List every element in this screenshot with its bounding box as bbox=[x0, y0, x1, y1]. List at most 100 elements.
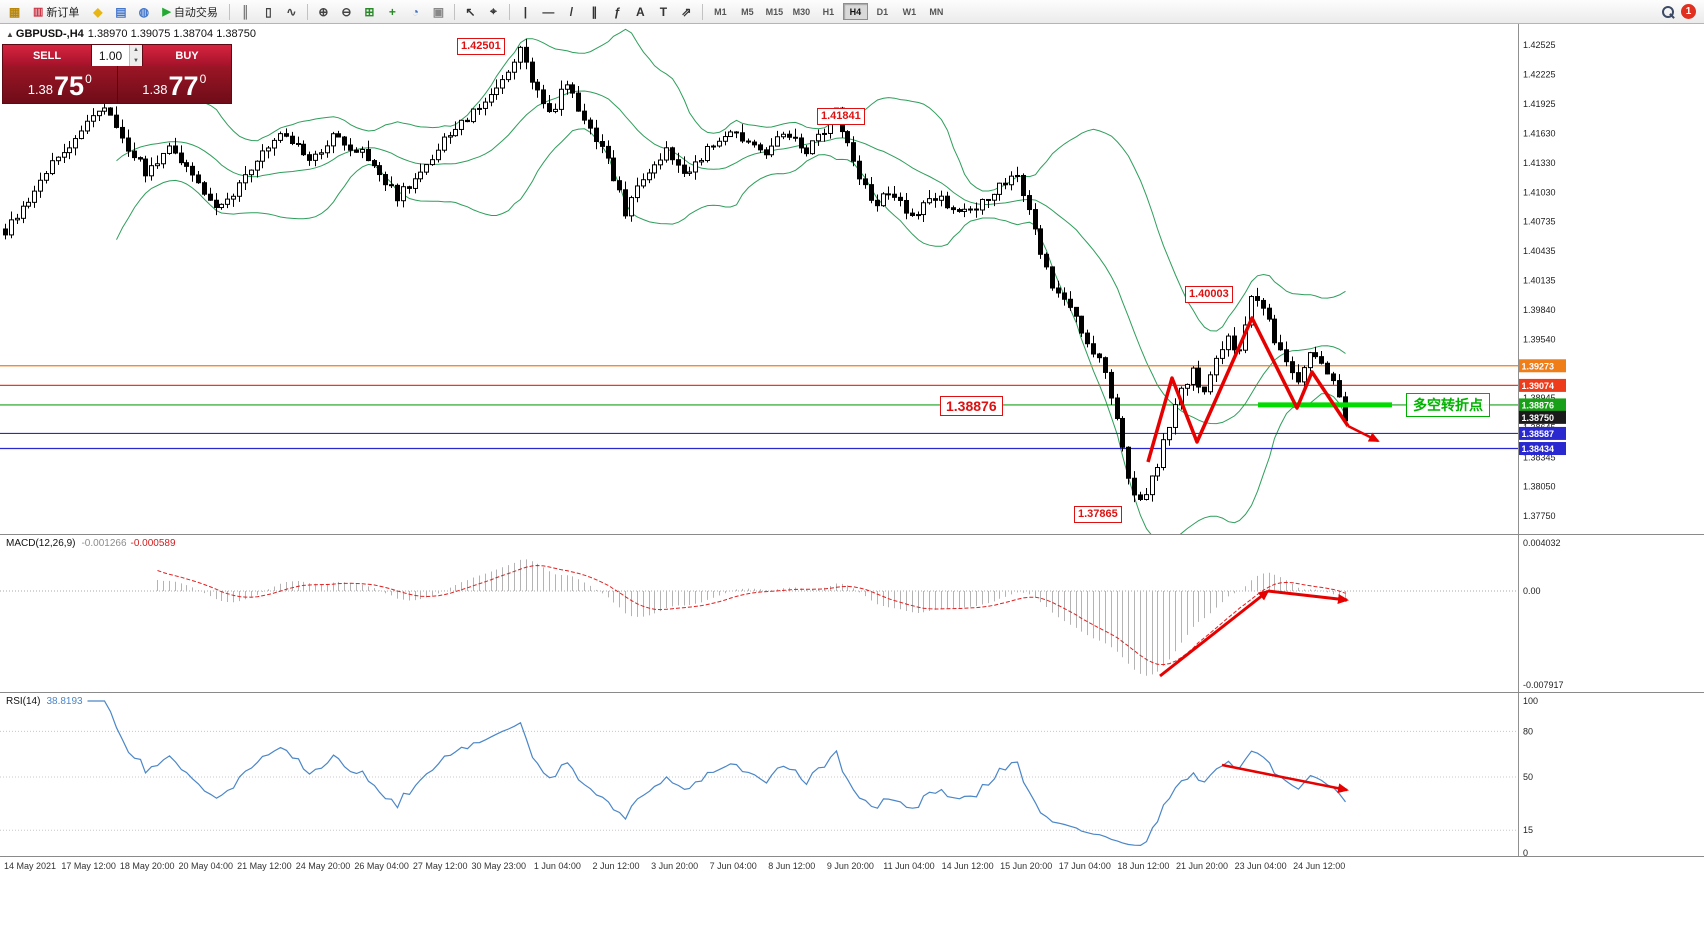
rsi-label: RSI(14) 38.8193 bbox=[6, 696, 83, 707]
timeframe-mn[interactable]: MN bbox=[929, 6, 944, 17]
timeframe-d1[interactable]: D1 bbox=[876, 6, 889, 17]
fibonacci-icon[interactable]: ƒ bbox=[607, 2, 628, 21]
price-callout: 1.38876 bbox=[940, 396, 1003, 416]
line-chart-icon: ∿ bbox=[286, 4, 297, 19]
time-label: 17 May 12:00 bbox=[61, 861, 116, 871]
market-watch-icon[interactable]: ▤ bbox=[110, 2, 131, 21]
svg-text:1.40435: 1.40435 bbox=[1523, 246, 1556, 256]
fibonacci-icon: ƒ bbox=[614, 4, 621, 19]
periods-icon[interactable]: ◔ bbox=[405, 2, 426, 21]
svg-text:100: 100 bbox=[1523, 696, 1538, 706]
one-click-trading-panel: SELL 1.00 ▲ ▼ BUY 1.38 75 0 1.38 bbox=[2, 44, 232, 104]
time-label: 14 Jun 12:00 bbox=[941, 861, 994, 871]
time-label: 8 Jun 12:00 bbox=[768, 861, 816, 871]
macd-label: MACD(12,26,9) -0.001266 -0.000589 bbox=[6, 538, 176, 549]
buy-price[interactable]: 1.38 77 0 bbox=[118, 66, 232, 103]
volume-down-button[interactable]: ▼ bbox=[130, 55, 142, 66]
svg-text:1.37750: 1.37750 bbox=[1523, 511, 1556, 521]
svg-text:0: 0 bbox=[1523, 848, 1528, 857]
timeframe-m5[interactable]: M5 bbox=[741, 6, 754, 17]
svg-text:50: 50 bbox=[1523, 772, 1533, 782]
timeframe-h1[interactable]: H1 bbox=[822, 6, 835, 17]
new-chart-icon[interactable]: ▦ bbox=[4, 2, 25, 21]
crosshair-icon: ⌖ bbox=[489, 4, 497, 18]
toolbar-separator bbox=[228, 3, 230, 20]
timeframe-h4[interactable]: H4 bbox=[842, 3, 868, 20]
time-label: 9 Jun 20:00 bbox=[826, 861, 874, 871]
zoom-in-icon: ⊕ bbox=[318, 4, 329, 19]
mql5-community-icon[interactable]: ◆ bbox=[87, 2, 108, 21]
autotrading-button-label: 自动交易 bbox=[173, 6, 218, 19]
price-chart-canvas[interactable]: 1.42525 1.42225 1.41925 1.41630 1.41330 1.410… bbox=[0, 24, 1704, 534]
cursor-icon[interactable]: ↖ bbox=[460, 2, 481, 21]
zoom-in-icon[interactable]: ⊕ bbox=[313, 2, 334, 21]
autotrading-button[interactable]: ▶ 自动交易 bbox=[156, 2, 223, 21]
rsi-chart-canvas[interactable]: 100 80 50 15 0 bbox=[0, 693, 1704, 857]
sell-button-label: SELL bbox=[32, 49, 62, 62]
symbol-header: ▲ GBPUSD-,H4 1.38970 1.39075 1.38704 1.387… bbox=[6, 28, 256, 40]
time-label: 30 May 23:00 bbox=[471, 861, 527, 871]
timeframe-w1[interactable]: W1 bbox=[902, 6, 917, 17]
time-label: 24 Jun 12:00 bbox=[1293, 861, 1346, 871]
svg-text:1.41925: 1.41925 bbox=[1523, 99, 1556, 109]
buy-price-small: 1.38 bbox=[142, 82, 168, 97]
trendline-icon[interactable]: / bbox=[561, 2, 582, 21]
svg-text:1.39540: 1.39540 bbox=[1523, 334, 1556, 344]
bar-chart-icon: ║ bbox=[241, 4, 250, 19]
text-icon: A bbox=[636, 4, 645, 19]
candlestick-chart-icon[interactable]: ▯ bbox=[258, 2, 279, 21]
mql5-community-icon: ◆ bbox=[93, 4, 103, 19]
collapse-icon[interactable]: ▲ bbox=[6, 30, 14, 39]
data-window-icon[interactable]: ◍ bbox=[133, 2, 154, 21]
arrows-objects-icon[interactable]: ⇗ bbox=[676, 2, 697, 21]
equidistant-channel-icon[interactable]: ∥ bbox=[584, 2, 605, 21]
new-order-button[interactable]: ▥ 新订单 bbox=[27, 2, 85, 21]
macd-chart-canvas[interactable]: 0.004032 0.00 -0.007917 bbox=[0, 535, 1704, 693]
notification-badge[interactable]: 1 bbox=[1681, 4, 1696, 19]
svg-text:1.38750: 1.38750 bbox=[1522, 413, 1555, 423]
timeframe-m15[interactable]: M15 bbox=[765, 6, 784, 17]
svg-text:0.00: 0.00 bbox=[1523, 586, 1541, 596]
toolbar-separator bbox=[508, 3, 510, 20]
svg-text:1.39074: 1.39074 bbox=[1522, 381, 1555, 391]
text-label-icon[interactable]: T bbox=[653, 2, 674, 21]
periods-icon: ◔ bbox=[411, 4, 419, 19]
svg-text:1.39840: 1.39840 bbox=[1523, 305, 1556, 315]
time-label: 1 Jun 04:00 bbox=[533, 861, 581, 871]
horizontal-line-icon[interactable]: — bbox=[538, 2, 559, 21]
svg-text:0.004032: 0.004032 bbox=[1523, 538, 1561, 548]
time-axis[interactable]: 14 May 2021 17 May 12:00 18 May 20:00 20 Ma… bbox=[0, 856, 1704, 876]
sell-price-small: 1.38 bbox=[27, 82, 54, 97]
timeframe-m1[interactable]: M1 bbox=[714, 6, 727, 17]
indicators-icon[interactable]: + bbox=[382, 2, 403, 21]
text-label-icon: T bbox=[659, 4, 668, 19]
sell-price-sup: 0 bbox=[85, 72, 92, 86]
tile-windows-icon[interactable]: ⊞ bbox=[359, 2, 380, 21]
crosshair-icon[interactable]: ⌖ bbox=[483, 2, 504, 21]
toolbar: ▦ ▥ 新订单 ◆ ▤ ◍ ▶ 自动交易 ║ ▯ ∿ ⊕ ⊖ ⊞ + ◔ ▣ ↖ ⌖ | — / ∥ ƒ A T ⇗ M1 M5 M15 M… bbox=[0, 0, 1704, 24]
sell-button[interactable]: SELL bbox=[3, 45, 91, 66]
svg-text:1.42525: 1.42525 bbox=[1523, 40, 1556, 50]
vertical-line-icon[interactable]: | bbox=[515, 2, 536, 21]
sell-price[interactable]: 1.38 75 0 bbox=[3, 66, 118, 103]
tile-windows-icon: ⊞ bbox=[364, 4, 375, 19]
volume-up-button[interactable]: ▲ bbox=[130, 45, 142, 56]
svg-text:1.38345: 1.38345 bbox=[1523, 452, 1556, 462]
buy-button[interactable]: BUY bbox=[143, 45, 231, 66]
buy-price-big: 77 bbox=[168, 71, 199, 101]
timeframe-m30[interactable]: M30 bbox=[792, 6, 811, 17]
time-label: 2 Jun 12:00 bbox=[592, 861, 640, 871]
new-chart-icon: ▦ bbox=[8, 4, 21, 19]
line-chart-icon[interactable]: ∿ bbox=[281, 2, 302, 21]
time-label: 18 May 20:00 bbox=[119, 861, 175, 871]
svg-text:1.38050: 1.38050 bbox=[1523, 481, 1556, 491]
volume-input[interactable]: 1.00 bbox=[98, 48, 123, 63]
templates-icon[interactable]: ▣ bbox=[428, 2, 449, 21]
rsi-panel: 100 80 50 15 0 RSI(14) 38.8193 bbox=[0, 692, 1704, 857]
search-icon[interactable] bbox=[1661, 5, 1675, 19]
text-icon[interactable]: A bbox=[630, 2, 651, 21]
bar-chart-icon[interactable]: ║ bbox=[235, 2, 256, 21]
zoom-out-icon[interactable]: ⊖ bbox=[336, 2, 357, 21]
svg-text:80: 80 bbox=[1523, 726, 1533, 736]
